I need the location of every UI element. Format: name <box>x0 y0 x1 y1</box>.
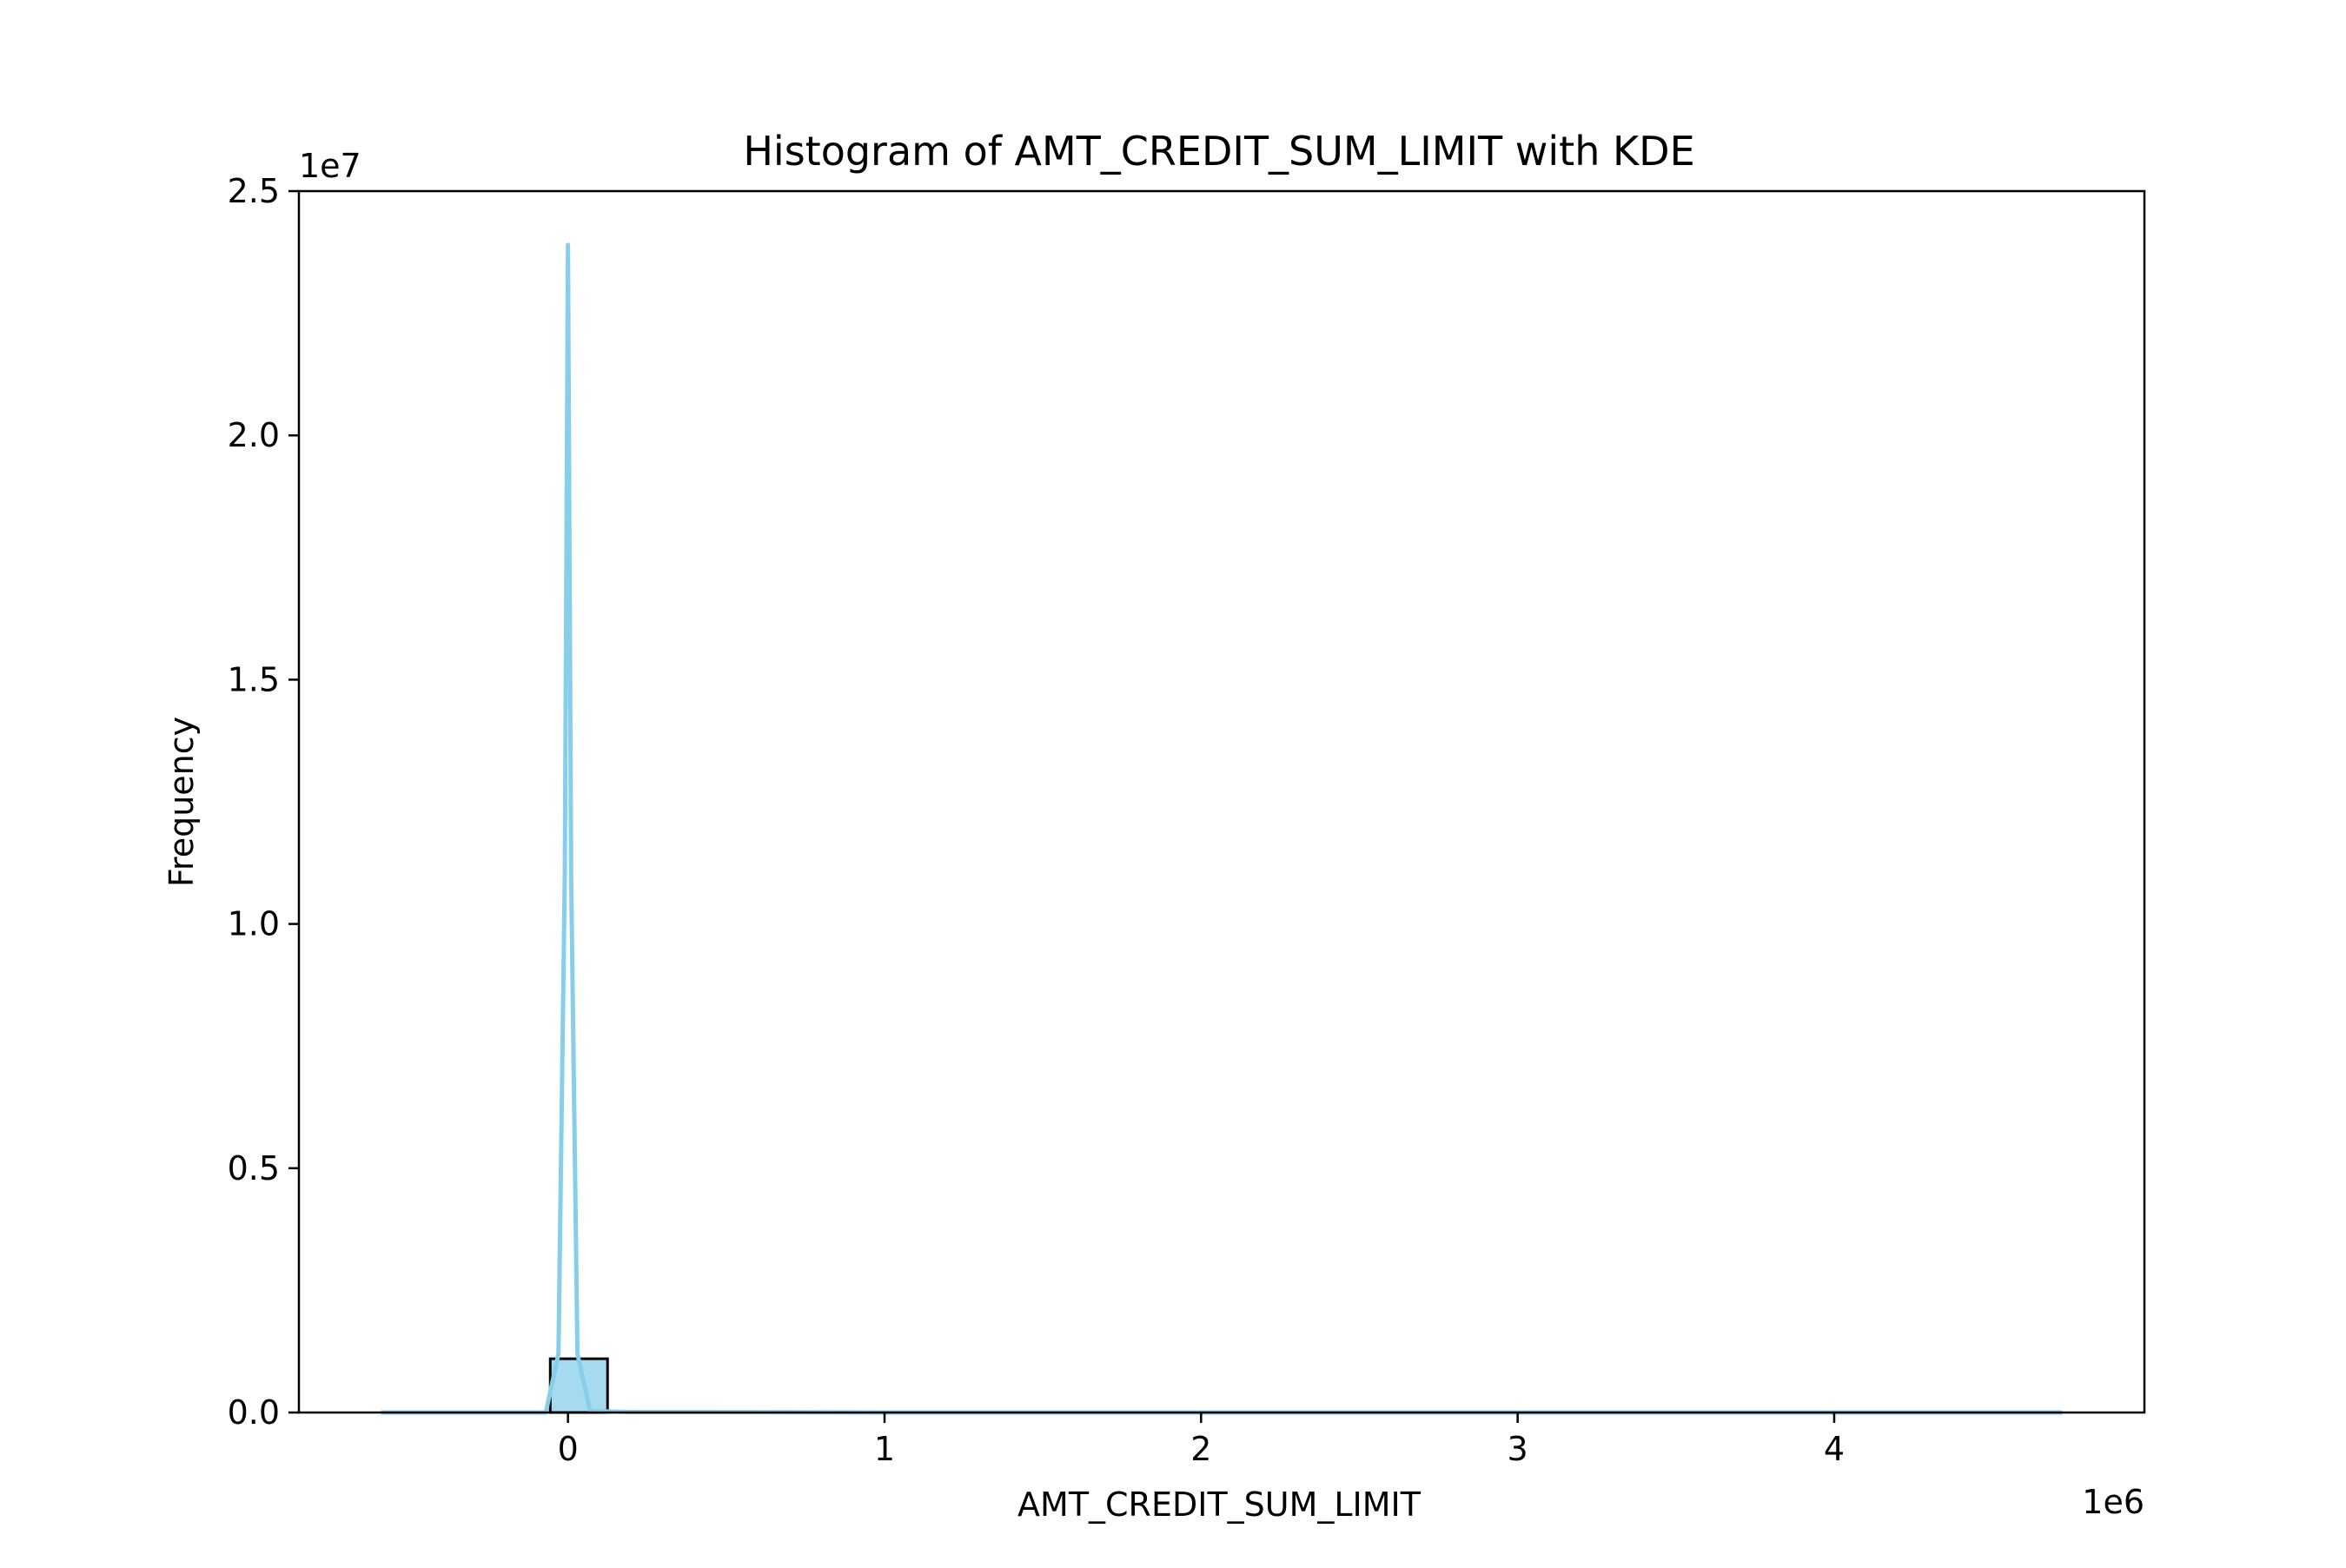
x-tick-label: 3 <box>1508 1430 1528 1468</box>
y-axis-label: Frequency <box>162 717 201 887</box>
y-tick-label: 2.0 <box>228 416 280 454</box>
y-tick-label: 2.5 <box>228 172 280 210</box>
y-axis-offset-text: 1e7 <box>299 147 361 185</box>
axes-frame <box>297 189 2146 1414</box>
kde-curve <box>381 242 2063 1415</box>
y-tick-label: 1.5 <box>228 660 280 698</box>
chart-title: Histogram of AMT_CREDIT_SUM_LIMIT with K… <box>743 128 1694 175</box>
y-tick-label: 0.0 <box>228 1393 280 1432</box>
x-tick-label: 0 <box>558 1430 579 1468</box>
x-tick-label: 1 <box>874 1430 895 1468</box>
y-axis: 0.0 0.5 1.0 1.5 2.0 2.5 <box>228 172 299 1432</box>
y-tick-label: 0.5 <box>228 1149 280 1188</box>
x-tick-label: 2 <box>1190 1430 1211 1468</box>
x-axis: 0 1 2 3 4 <box>558 1413 1845 1468</box>
x-tick-label: 4 <box>1824 1430 1845 1468</box>
x-axis-offset-text: 1e6 <box>2082 1483 2144 1521</box>
x-axis-label: AMT_CREDIT_SUM_LIMIT <box>1017 1485 1422 1524</box>
y-tick-label: 1.0 <box>228 905 280 943</box>
plot-area <box>381 242 2063 1415</box>
